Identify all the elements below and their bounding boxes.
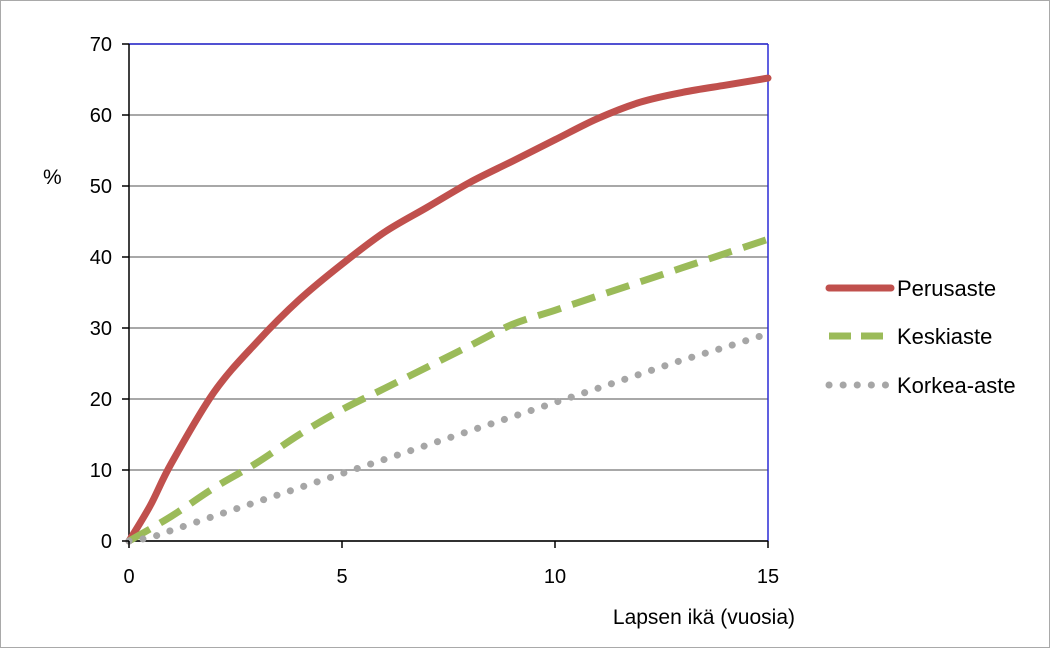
series-layer bbox=[125, 74, 772, 545]
y-axis-ticks: 0 10 20 30 40 50 60 70 bbox=[90, 34, 129, 553]
y-tick-label-0: 0 bbox=[101, 531, 112, 553]
y-axis-label: % bbox=[43, 166, 62, 189]
gridlines bbox=[129, 43, 768, 542]
y-tick-label-20: 20 bbox=[90, 389, 112, 411]
legend: Perusaste Keskiaste Korkea-aste bbox=[825, 276, 1016, 398]
x-tick-label-5: 5 bbox=[336, 566, 347, 588]
x-tick-label-10: 10 bbox=[544, 566, 566, 588]
y-tick-label-60: 60 bbox=[90, 105, 112, 127]
x-tick-label-15: 15 bbox=[757, 566, 779, 588]
legend-label-perusaste: Perusaste bbox=[897, 276, 996, 301]
y-tick-label-10: 10 bbox=[90, 460, 112, 482]
legend-label-korkea-aste: Korkea-aste bbox=[897, 373, 1016, 398]
legend-label-keskiaste: Keskiaste bbox=[897, 324, 992, 349]
plot-area-border bbox=[128, 43, 769, 542]
y-tick-label-40: 40 bbox=[90, 247, 112, 269]
series-line-keskiaste bbox=[127, 235, 770, 545]
x-axis-label: Lapsen ikä (vuosia) bbox=[613, 606, 795, 629]
series-line-perusaste bbox=[125, 74, 772, 545]
y-tick-label-30: 30 bbox=[90, 318, 112, 340]
y-tick-label-50: 50 bbox=[90, 176, 112, 198]
series-line-korkea-aste bbox=[125, 330, 772, 545]
x-tick-label-0: 0 bbox=[123, 566, 134, 588]
x-axis-ticks: 0 5 10 15 bbox=[123, 541, 779, 588]
y-tick-label-70: 70 bbox=[90, 34, 112, 56]
